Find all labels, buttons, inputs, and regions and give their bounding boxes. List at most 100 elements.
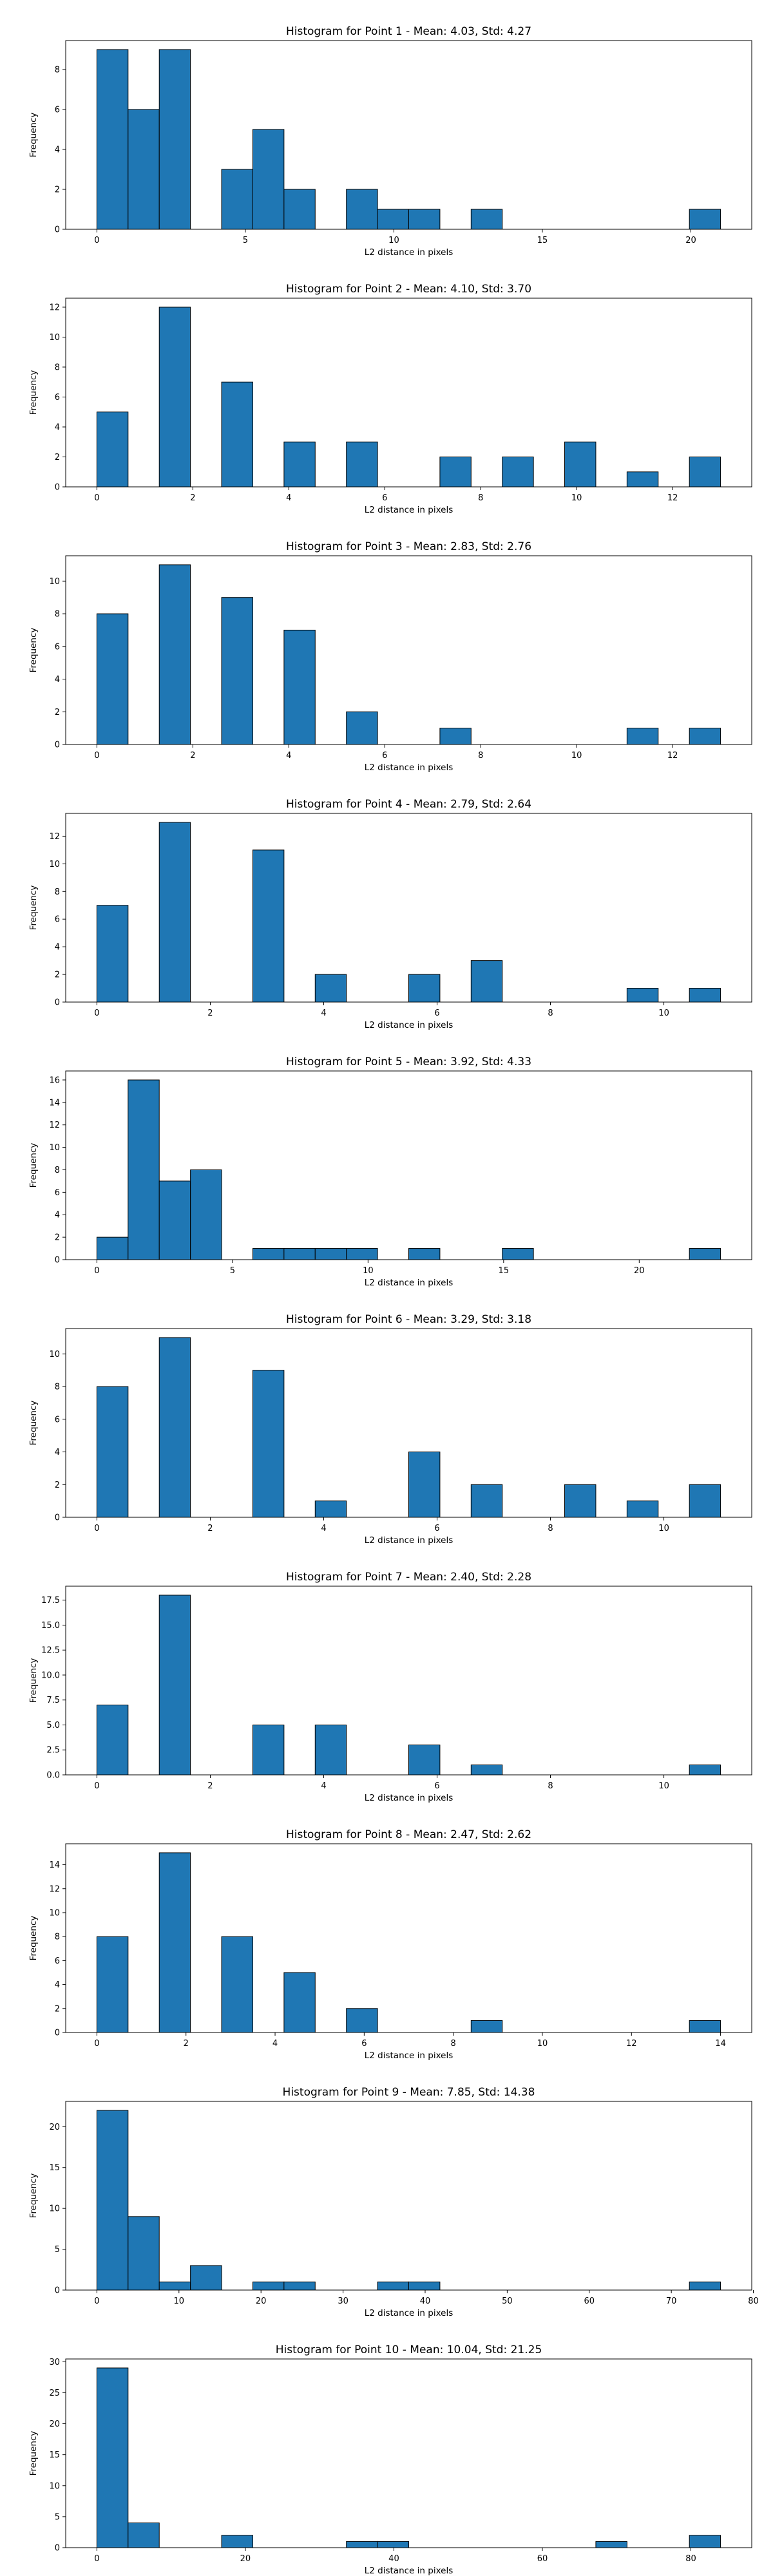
histogram-bar <box>252 849 285 1003</box>
y-tick-label: 10 <box>49 1143 60 1153</box>
x-tick-label: 10 <box>658 1524 669 1533</box>
y-tick-label: 0 <box>55 2286 60 2296</box>
x-tick-label: 6 <box>382 751 387 761</box>
y-tick-label: 2 <box>55 1233 60 1243</box>
histogram-bar <box>128 2523 160 2548</box>
histogram-bar <box>689 456 721 488</box>
y-tick-label: 12 <box>49 1121 60 1130</box>
x-tick-label: 6 <box>434 1009 439 1018</box>
x-tick-label: 40 <box>388 2554 399 2564</box>
histogram-bar <box>439 456 472 488</box>
x-tick-label: 8 <box>451 2039 456 2049</box>
x-tick-label: 10 <box>571 493 582 503</box>
chart-title: Histogram for Point 10 - Mean: 10.04, St… <box>276 2344 542 2356</box>
chart-title: Histogram for Point 4 - Mean: 2.79, Std:… <box>286 798 531 811</box>
y-tick-label: 2.5 <box>46 1746 60 1756</box>
y-tick-label: 4 <box>55 1448 60 1457</box>
histogram-bar <box>221 1936 253 2033</box>
y-tick-label: 0 <box>55 1256 60 1265</box>
x-tick-label: 2 <box>207 1009 213 1018</box>
y-tick-label: 10 <box>49 1908 60 1918</box>
x-tick-label: 4 <box>286 751 291 761</box>
histogram-bar <box>377 2541 409 2548</box>
y-tick-label: 12.5 <box>41 1646 60 1656</box>
x-tick-label: 6 <box>361 2039 367 2049</box>
x-tick-label: 4 <box>321 1009 326 1018</box>
y-tick-label: 2 <box>55 2004 60 2014</box>
histogram-bar <box>346 2541 378 2548</box>
y-tick-label: 8 <box>55 887 60 897</box>
y-tick-label: 30 <box>49 2358 60 2367</box>
histogram-bar <box>408 1248 441 1260</box>
y-tick-label: 17.5 <box>41 1596 60 1605</box>
histogram-bar <box>439 728 472 745</box>
histogram-bar <box>158 822 191 1003</box>
y-tick-label: 6 <box>55 105 60 115</box>
y-tick-label: 20 <box>49 2420 60 2429</box>
x-tick-label: 0 <box>94 493 99 503</box>
histogram-bar <box>221 169 253 230</box>
histogram-point-4: 0 2 4 6 8 10 0 2 4 6 8 10 12 Histogram for Point 4 - … <box>28 798 752 1030</box>
x-axis-label: L2 distance in pixels <box>365 1793 453 1803</box>
y-tick-label: 10 <box>49 2204 60 2214</box>
histogram-bar <box>408 1452 441 1518</box>
histogram-bar <box>408 209 441 230</box>
x-tick-label: 2 <box>190 751 195 761</box>
histogram-bar <box>190 1169 222 1260</box>
histogram-bar <box>564 441 596 488</box>
histogram-point-7: 0 2 4 6 8 10 0.0 2.5 5.0 7.5 10.0 12.5 15.0 17.5 Histo… <box>28 1571 752 1803</box>
histogram-bar <box>221 597 253 745</box>
x-axis-label: L2 distance in pixels <box>365 247 453 258</box>
x-tick-label: 10 <box>537 2039 548 2049</box>
y-tick-label: 0 <box>55 483 60 493</box>
y-axis-label: Frequency <box>28 1401 39 1446</box>
histogram-bar <box>128 1079 160 1260</box>
x-tick-label: 15 <box>499 1266 510 1276</box>
x-tick-label: 70 <box>666 2297 677 2306</box>
x-tick-label: 4 <box>272 2039 278 2049</box>
histogram-point-5: 0 5 10 15 20 0 2 4 6 8 10 12 14 16 Histogram for Point… <box>28 1056 752 1288</box>
histogram-bar <box>128 109 160 230</box>
histogram-bar <box>626 728 659 745</box>
y-axis-label: Frequency <box>28 628 39 673</box>
histogram-bar <box>689 209 721 230</box>
x-tick-label: 0 <box>94 1524 99 1533</box>
histogram-bar <box>158 1337 191 1518</box>
histogram-bar <box>689 2281 721 2291</box>
histogram-bar <box>96 412 129 488</box>
y-tick-label: 14 <box>49 1861 60 1870</box>
x-tick-label: 30 <box>338 2297 348 2306</box>
histogram-bar <box>595 2541 627 2548</box>
histogram-point-6: 0 2 4 6 8 10 0 2 4 6 8 10 Histogram for Point 6 - Me… <box>28 1313 752 1546</box>
y-tick-label: 2 <box>55 185 60 194</box>
histogram-point-2: 0 2 4 6 8 10 12 0 2 4 6 8 10 12 Histogram for Point 2 … <box>28 283 752 515</box>
y-tick-label: 12 <box>49 1884 60 1894</box>
x-axis-label: L2 distance in pixels <box>365 2050 453 2061</box>
plot-frame <box>65 813 752 1003</box>
histogram-bar <box>377 2281 409 2291</box>
y-tick-label: 4 <box>55 422 60 432</box>
chart-title: Histogram for Point 9 - Mean: 7.85, Std:… <box>283 2086 535 2099</box>
y-axis-label: Frequency <box>28 370 39 415</box>
y-tick-label: 15 <box>49 2450 60 2460</box>
histogram-bar <box>346 2008 378 2033</box>
histogram-bar <box>158 1180 191 1260</box>
histogram-bar <box>470 2020 503 2033</box>
y-tick-label: 4 <box>55 145 60 155</box>
x-tick-label: 4 <box>286 493 291 503</box>
x-tick-label: 50 <box>502 2297 513 2306</box>
y-tick-label: 6 <box>55 1956 60 1966</box>
y-tick-label: 8 <box>55 363 60 372</box>
x-tick-label: 80 <box>748 2297 759 2306</box>
x-tick-label: 6 <box>434 1781 439 1791</box>
chart-title: Histogram for Point 3 - Mean: 2.83, Std:… <box>286 540 531 553</box>
y-tick-label: 6 <box>55 393 60 402</box>
histogram-bar <box>408 2281 441 2291</box>
histogram-bar <box>252 129 285 230</box>
y-axis-label: Frequency <box>28 886 39 931</box>
y-tick-label: 10 <box>49 333 60 343</box>
y-tick-label: 4 <box>55 943 60 952</box>
x-tick-label: 14 <box>715 2039 726 2049</box>
x-tick-label: 80 <box>685 2554 696 2564</box>
x-tick-label: 10 <box>388 236 399 245</box>
